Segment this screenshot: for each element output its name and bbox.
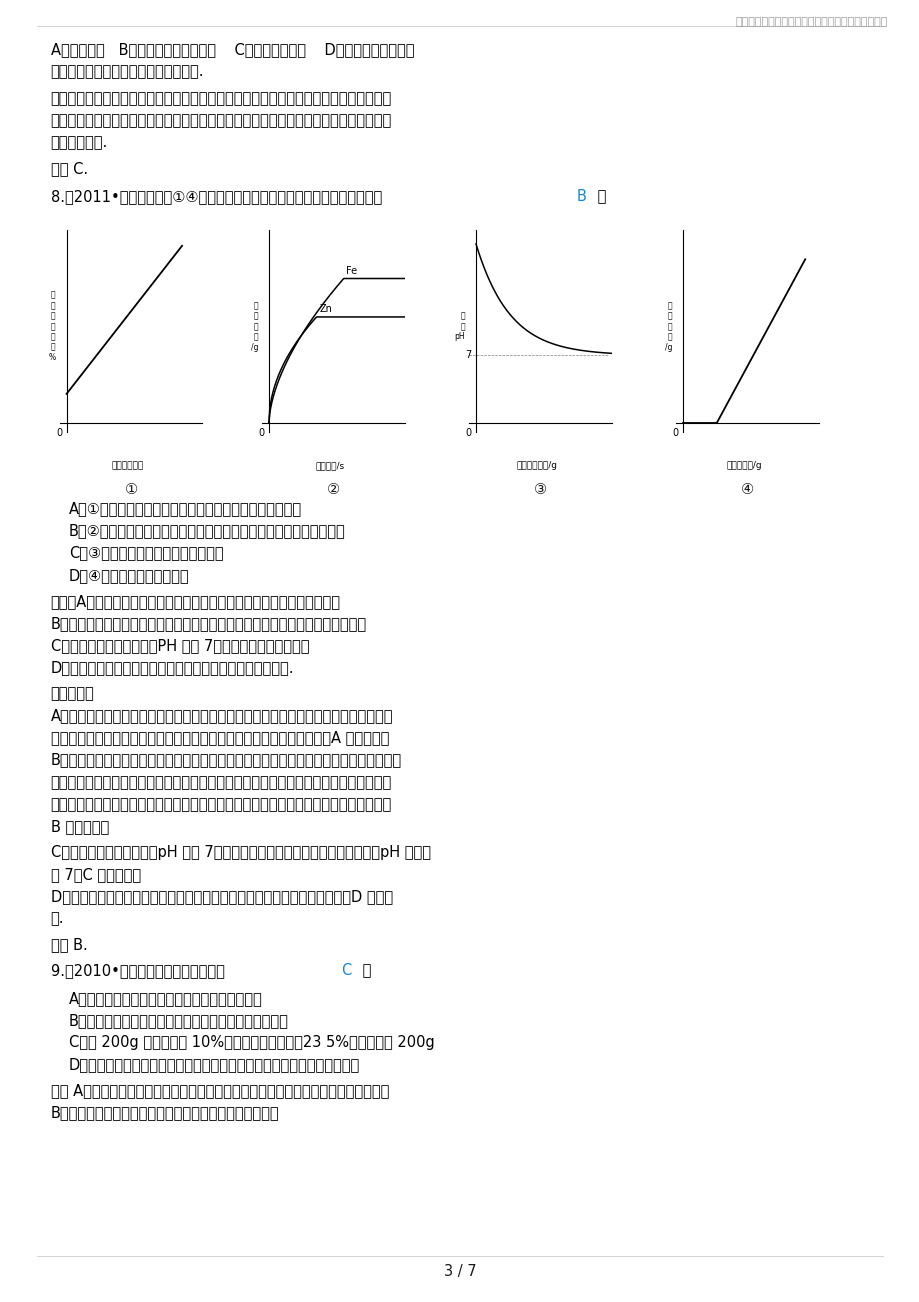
Text: C、氢氧化钓溶液显碱性，PH 大于 7，加水时碱性不断变弱；: C、氢氧化钓溶液显碱性，PH 大于 7，加水时碱性不断变弱； [51,638,309,654]
Text: 需要的铁就较少，所以相同质量的锤铁与足量的硫酸反应时，铁生成的氢气多，水平线靠: 需要的铁就较少，所以相同质量的锤铁与足量的硫酸反应时，铁生成的氢气多，水平线靠 [51,775,391,790]
Text: B、气体的溶解度随温度升高而减小，随压强增大而增大；: B、气体的溶解度随温度升高而减小，随压强增大而增大； [51,1105,279,1121]
Text: 盐酸的质量/g: 盐酸的质量/g [725,461,761,470]
Text: 7: 7 [465,350,471,361]
Text: 氢
气
质
量
/g: 氢 气 质 量 /g [250,301,258,352]
Text: B 答案正确；: B 答案正确； [51,819,108,835]
Text: 故选 C.: 故选 C. [51,161,87,177]
Text: B、升高温度或增大压强均可以加大气体在水中的溶解度: B、升高温度或增大压强均可以加大气体在水中的溶解度 [69,1013,289,1029]
Text: 加入水的质量/g: 加入水的质量/g [516,461,557,470]
Text: 3 / 7: 3 / 7 [443,1263,476,1279]
Text: Zn: Zn [319,305,332,314]
Text: 0: 0 [258,428,265,439]
Text: A、降低温度能使任何不饱和溶液转化为饱和溶液: A、降低温度能使任何不饱和溶液转化为饱和溶液 [69,991,263,1006]
Text: 文档供参考，可复制、编辑，期待您的好评与关注！: 文档供参考，可复制、编辑，期待您的好评与关注！ [734,17,887,27]
Text: 叫做该种溶质的饱和溶液，所以硒酸鿨的饱和溶液中，加入少量硒酸鿨晶体，不再溶解，: 叫做该种溶质的饱和溶液，所以硒酸鿨的饱和溶液中，加入少量硒酸鿨晶体，不再溶解， [51,113,391,129]
Text: 分析：A、饱和溶液恒温蒸发水分，剩余溶液还是这一温度下的饱和溶液；: 分析：A、饱和溶液恒温蒸发水分，剩余溶液还是这一温度下的饱和溶液； [51,594,340,609]
Text: 分析：根据饱和溶液的定义来回答本题.: 分析：根据饱和溶液的定义来回答本题. [51,64,204,79]
Text: D、碳酸馒与稀盐酸相遇，会立即产生气体，图象是等一段时间再产生气体，D 答案错: D、碳酸馒与稀盐酸相遇，会立即产生气体，图象是等一段时间再产生气体，D 答案错 [51,889,392,905]
Text: C、氢氧化钓溶液显碱性，pH 大于 7，加水时碱性不断变弱，但其始终显碱性，pH 始终大: C、氢氧化钓溶液显碱性，pH 大于 7，加水时碱性不断变弱，但其始终显碱性，pH… [51,845,430,861]
Text: ③: ③ [533,482,547,497]
Text: B: B [576,189,586,204]
Text: ②: ② [326,482,340,497]
Text: 9.（2010•南通）下列说法正确的是（: 9.（2010•南通）下列说法正确的是（ [51,963,229,979]
Text: 于 7，C 答案错误；: 于 7，C 答案错误； [51,867,141,883]
Text: B、等质量的锤铁和足量的硫酸反应，根据相对原子质量可知，铁生成的氢气多；: B、等质量的锤铁和足量的硫酸反应，根据相对原子质量可知，铁生成的氢气多； [51,616,367,631]
Text: Fe: Fe [346,266,357,276]
Text: 误.: 误. [51,911,64,927]
Text: 晶体质量不变.: 晶体质量不变. [51,135,108,151]
Text: 的饱和溶液溶质质量分数是相等的，故溶质质量分数的曲线应该是直线，A 答案错误；: 的饱和溶液溶质质量分数是相等的，故溶质质量分数的曲线应该是直线，A 答案错误； [51,730,389,746]
Text: ①: ① [124,482,138,497]
Text: C、③向氢氧化钓溶液中不断加水稀释: C、③向氢氧化钓溶液中不断加水稀释 [69,546,223,561]
Text: 上；锤的金属活动性比铁强，反应需要的时间就比铁短，达到水平线的转折点就要靠前，: 上；锤的金属活动性比铁强，反应需要的时间就比铁短，达到水平线的转折点就要靠前， [51,797,391,812]
Text: ④: ④ [740,482,754,497]
Text: D、向碳酸馒中加入稀盐酸，二者会反应，生成二氧化碳气体.: D、向碳酸馒中加入稀盐酸，二者会反应，生成二氧化碳气体. [51,660,294,676]
Text: D、④向碳酸馒中加入稀盐酸: D、④向碳酸馒中加入稀盐酸 [69,568,189,583]
Text: D、硒酸锨溶解于水，溶液温度降低，说明该物质溶解时只有扩散吸热过程: D、硒酸锨溶解于水，溶液温度降低，说明该物质溶解时只有扩散吸热过程 [69,1057,360,1073]
Text: 分析 A、对于溶解度随温度降低而减小的物质的不饱和溶液降温可使溶液变成饱和溶液: 分析 A、对于溶解度随温度降低而减小的物质的不饱和溶液降温可使溶液变成饱和溶液 [51,1083,389,1099]
Text: C: C [341,963,351,979]
Text: 溶
质
质
量
分
数
%: 溶 质 质 量 分 数 % [49,290,56,362]
Text: A、饱和溶液恒温蒸发水分，剩余溶液还是这一温度下的饱和溶液，同一物质相同温度下: A、饱和溶液恒温蒸发水分，剩余溶液还是这一温度下的饱和溶液，同一物质相同温度下 [51,708,392,724]
Text: 0: 0 [672,428,678,439]
Text: ）: ） [593,189,606,204]
Text: B、由于硫酸是足量的，铁的相对原子质量小于锤的相对原子质量，要生成等质量的氢气，: B、由于硫酸是足量的，铁的相对原子质量小于锤的相对原子质量，要生成等质量的氢气， [51,753,402,768]
Text: 故选 B.: 故选 B. [51,937,87,953]
Text: A、①在恒温条件下，将足量硒酸鿨饱和溶液蒸发适量水分: A、①在恒温条件下，将足量硒酸鿨饱和溶液蒸发适量水分 [69,501,301,517]
Text: C、将 200g 质量分数为 10%的氯化钓溶液稀释到23 5%，需要加水 200g: C、将 200g 质量分数为 10%的氯化钓溶液稀释到23 5%，需要加水 20… [69,1035,435,1051]
Text: 解答：解：饱和溶液是指在一定温度下，一定量的溶剂里不能继续溶解某种溶质的溶液，: 解答：解：饱和溶液是指在一定温度下，一定量的溶剂里不能继续溶解某种溶质的溶液， [51,91,391,107]
Text: 反应时间/s: 反应时间/s [315,461,345,470]
Text: 蒸发水的质量: 蒸发水的质量 [111,461,143,470]
Text: 0: 0 [465,428,471,439]
Text: A、晶体减少   B、溶质的质量分数增大    C、晶体质量不变    D、溶质的溶解度变大: A、晶体减少 B、溶质的质量分数增大 C、晶体质量不变 D、溶质的溶解度变大 [51,42,414,57]
Text: ）: ） [357,963,370,979]
Text: 溶
液
pH: 溶 液 pH [454,311,465,341]
Text: 解答：解：: 解答：解： [51,686,95,702]
Text: 气
体
质
量
/g: 气 体 质 量 /g [664,301,672,352]
Text: 8.（2011•湘潭）下列图①④分别与相应的操作过程相对应，其中正确的是（: 8.（2011•湘潭）下列图①④分别与相应的操作过程相对应，其中正确的是（ [51,189,386,204]
Text: B、②相同质量的锤粉和铁粉，分别与质量分数相同的足量稀盐酸反应: B、②相同质量的锤粉和铁粉，分别与质量分数相同的足量稀盐酸反应 [69,523,346,539]
Text: 0: 0 [56,428,62,439]
